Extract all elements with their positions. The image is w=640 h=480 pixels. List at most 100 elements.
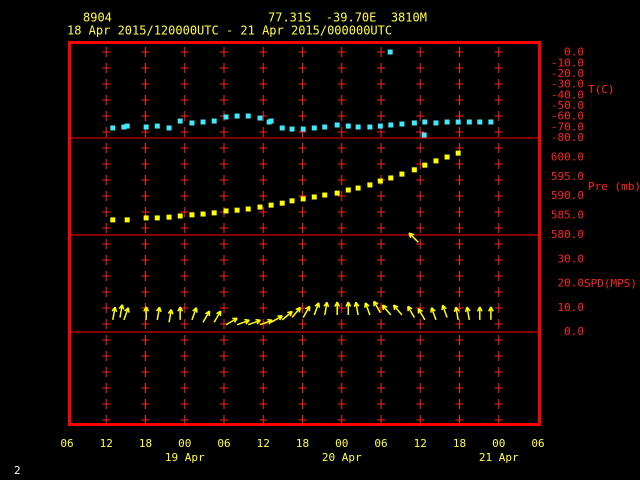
grid-line: [180, 47, 189, 425]
wind-arrow: [302, 305, 311, 318]
grid-line: [494, 47, 503, 425]
data-point: [421, 132, 427, 138]
wind-arrow: [464, 306, 471, 321]
wind-arrow: [345, 301, 352, 316]
data-point: [154, 123, 160, 129]
time-period: 18 Apr 2015/120000UTC - 21 Apr 2015/0000…: [67, 24, 392, 38]
grid-line: [416, 47, 425, 425]
data-point: [433, 120, 439, 126]
wind-arrow: [281, 310, 293, 321]
grid-line: [220, 47, 228, 425]
axis-label: T(C): [588, 83, 615, 96]
wind-arrow: [123, 307, 130, 321]
y-tick-label: 0.0: [564, 46, 584, 59]
wind-arrow: [167, 309, 174, 323]
data-point: [311, 194, 317, 200]
y-tick-label: 595.0: [551, 170, 584, 183]
wind-arrow: [381, 304, 392, 316]
data-point: [234, 113, 240, 119]
wind-arrow: [430, 307, 437, 321]
grid-line: [337, 47, 346, 425]
wind-arrow: [323, 301, 330, 316]
wind-arrow: [118, 304, 125, 318]
data-point: [444, 119, 450, 125]
wind-arrow: [270, 315, 283, 323]
y-tick-label: 0.0: [564, 325, 584, 338]
data-point: [377, 123, 383, 129]
wind-arrow: [353, 301, 360, 316]
data-point: [367, 182, 373, 188]
wind-arrow: [155, 306, 162, 321]
wind-arrow: [177, 306, 184, 320]
y-tick-label: 585.0: [551, 209, 584, 222]
data-point: [200, 119, 206, 125]
data-point: [345, 187, 351, 193]
x-tick-label: 12: [100, 437, 113, 450]
data-point: [455, 119, 461, 125]
y-tick-label: 20.0: [558, 277, 585, 290]
data-point: [121, 124, 127, 130]
data-point: [289, 198, 295, 204]
data-point: [154, 215, 160, 221]
y-tick-label: 10.0: [558, 301, 585, 314]
data-point: [334, 122, 340, 128]
data-point: [377, 178, 383, 184]
data-point: [488, 119, 494, 125]
wind-arrow: [441, 304, 448, 318]
data-point: [433, 158, 439, 164]
data-point: [466, 119, 472, 125]
axis-label: SPD(MPS): [584, 277, 637, 290]
wind-arrow: [476, 306, 483, 320]
page-number: 2: [14, 464, 21, 477]
wind-arrow: [373, 300, 381, 313]
y-tick-label: -30.0: [551, 78, 584, 91]
data-point: [257, 115, 263, 121]
data-point: [388, 175, 394, 181]
wind-arrow: [334, 301, 341, 316]
x-tick-label: 00: [492, 437, 505, 450]
grid-line: [102, 47, 111, 425]
grid-line: [259, 47, 268, 425]
data-point: [355, 124, 361, 130]
data-point: [166, 214, 172, 220]
x-tick-label: 00: [335, 437, 348, 450]
data-point: [455, 150, 461, 156]
wind-arrow: [453, 306, 460, 321]
x-tick-label: 00: [178, 437, 191, 450]
data-point: [334, 190, 340, 196]
x-tick-label: 06: [374, 437, 387, 450]
data-point: [268, 118, 274, 124]
x-tick-label: 06: [217, 437, 230, 450]
data-point: [143, 124, 149, 130]
data-point: [234, 207, 240, 213]
x-tick-label: 12: [257, 437, 270, 450]
wind-arrow: [143, 306, 150, 320]
data-point: [257, 204, 263, 210]
x-tick-label: 18: [296, 437, 309, 450]
data-point: [211, 210, 217, 216]
wind-arrow: [408, 232, 419, 243]
y-tick-label: 30.0: [558, 252, 585, 265]
data-point: [300, 126, 306, 132]
wind-arrow: [191, 307, 198, 321]
y-tick-label: -80.0: [551, 131, 584, 144]
wind-arrow: [417, 307, 426, 321]
y-tick-label: 580.0: [551, 228, 584, 241]
grid-line: [377, 47, 385, 425]
x-tick-label: 06: [60, 437, 73, 450]
grid-line: [455, 47, 464, 425]
wind-arrow: [364, 302, 371, 316]
grid-line: [141, 47, 150, 425]
data-point: [124, 217, 130, 223]
data-point: [444, 154, 450, 160]
data-point: [289, 126, 295, 132]
station-id: 8904: [83, 11, 112, 25]
data-point: [422, 162, 428, 168]
y-tick-label: -10.0: [551, 56, 584, 69]
wind-arrow: [487, 306, 494, 320]
axis-label: Pre (mb): [588, 180, 640, 193]
plot-frame: [68, 41, 541, 426]
data-point: [200, 211, 206, 217]
x-tick-label: 12: [414, 437, 427, 450]
